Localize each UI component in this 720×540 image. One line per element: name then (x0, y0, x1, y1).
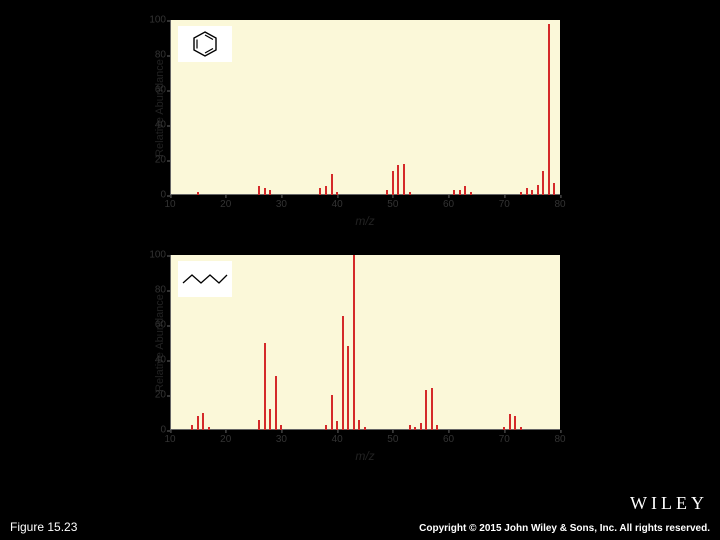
hexane-structure-inset (178, 261, 232, 297)
x-tick: 60 (443, 199, 454, 210)
spectrum-peak (526, 188, 528, 195)
x-tick: 80 (554, 199, 565, 210)
spectrum-peak (336, 192, 338, 196)
spectrum-peak (397, 165, 399, 195)
y-tick: 100 (149, 250, 166, 261)
y-tick: 60 (155, 320, 166, 331)
hexane-zigzag-icon (181, 271, 229, 287)
copyright-text: Copyright © 2015 John Wiley & Sons, Inc.… (419, 523, 710, 534)
spectrum-peak (331, 174, 333, 195)
spectrum-peak (464, 186, 466, 195)
y-tick: 20 (155, 155, 166, 166)
spectrum-peak (414, 427, 416, 431)
spectrum-peak (509, 414, 511, 430)
spectrum-peak (531, 190, 533, 195)
spectrum-peak (342, 316, 344, 430)
x-tick: 20 (220, 199, 231, 210)
bottom-y-axis-label: Relative Abundance (154, 294, 166, 392)
spectrum-peak (269, 409, 271, 430)
x-tick: 80 (554, 434, 565, 445)
y-tick: 60 (155, 85, 166, 96)
spectrum-peak (208, 427, 210, 431)
x-tick: 50 (387, 199, 398, 210)
y-tick: 40 (155, 355, 166, 366)
top-x-axis-label: m/z (355, 214, 374, 228)
spectrum-peak (425, 390, 427, 430)
y-tick: 80 (155, 50, 166, 61)
spectrum-peak (553, 183, 555, 195)
spectrum-peak (202, 413, 204, 431)
bottom-mass-spectrum: Relative Abundance m/z 020406080100 1020… (130, 250, 590, 470)
top-mass-spectrum: Relative Abundance m/z 020406080100 1020… (130, 15, 590, 235)
spectrum-peak (269, 190, 271, 195)
spectrum-peak (520, 192, 522, 196)
spectrum-peak (420, 423, 422, 430)
spectrum-peak (392, 171, 394, 196)
spectrum-peak (453, 190, 455, 195)
spectrum-peak (336, 421, 338, 430)
x-tick: 40 (332, 434, 343, 445)
spectrum-peak (347, 346, 349, 430)
spectrum-peak (386, 190, 388, 195)
y-tick: 20 (155, 390, 166, 401)
spectrum-peak (537, 185, 539, 196)
spectrum-peak (514, 416, 516, 430)
benzene-structure-inset (178, 26, 232, 62)
spectrum-peak (197, 416, 199, 430)
spectrum-peak (358, 420, 360, 431)
bottom-x-axis-label: m/z (355, 449, 374, 463)
benzene-hexagon-icon (192, 30, 218, 58)
y-tick: 80 (155, 285, 166, 296)
spectrum-peak (275, 376, 277, 430)
spectrum-peak (325, 425, 327, 430)
slide: Relative Abundance m/z 020406080100 1020… (0, 0, 720, 540)
x-tick: 10 (164, 434, 175, 445)
spectrum-peak (459, 190, 461, 195)
top-y-axis-label: Relative Abundance (154, 59, 166, 157)
spectrum-peak (364, 427, 366, 431)
x-tick: 10 (164, 199, 175, 210)
x-tick: 70 (499, 434, 510, 445)
spectrum-peak (319, 188, 321, 195)
y-tick: 40 (155, 120, 166, 131)
spectrum-peak (431, 388, 433, 430)
spectrum-peak (325, 186, 327, 195)
spectrum-peak (470, 192, 472, 196)
spectrum-peak (258, 186, 260, 195)
spectrum-peak (258, 420, 260, 431)
spectrum-peak (409, 425, 411, 430)
figure-number: Figure 15.23 (10, 520, 77, 534)
x-tick: 70 (499, 199, 510, 210)
spectrum-peak (191, 425, 193, 430)
x-tick: 20 (220, 434, 231, 445)
spectrum-peak (197, 192, 199, 196)
spectrum-peak (264, 343, 266, 431)
spectrum-peak (503, 427, 505, 431)
wiley-logo: WILEY (630, 493, 708, 514)
x-tick: 50 (387, 434, 398, 445)
x-tick: 60 (443, 434, 454, 445)
spectrum-peak (542, 171, 544, 196)
footer: Figure 15.23 Copyright © 2015 John Wiley… (10, 520, 710, 534)
spectrum-peak (436, 425, 438, 430)
spectrum-peak (409, 192, 411, 196)
spectrum-peak (353, 255, 355, 430)
spectrum-peak (520, 427, 522, 431)
spectrum-peak (548, 24, 550, 196)
y-tick: 100 (149, 15, 166, 26)
spectrum-peak (403, 164, 405, 196)
bottom-plot-area: Relative Abundance m/z 020406080100 1020… (170, 255, 560, 430)
spectrum-peak (264, 188, 266, 195)
spectrum-peak (280, 425, 282, 430)
top-plot-area: Relative Abundance m/z 020406080100 1020… (170, 20, 560, 195)
charts-container: Relative Abundance m/z 020406080100 1020… (130, 15, 590, 485)
x-tick: 30 (276, 434, 287, 445)
x-tick: 30 (276, 199, 287, 210)
spectrum-peak (331, 395, 333, 430)
x-tick: 40 (332, 199, 343, 210)
